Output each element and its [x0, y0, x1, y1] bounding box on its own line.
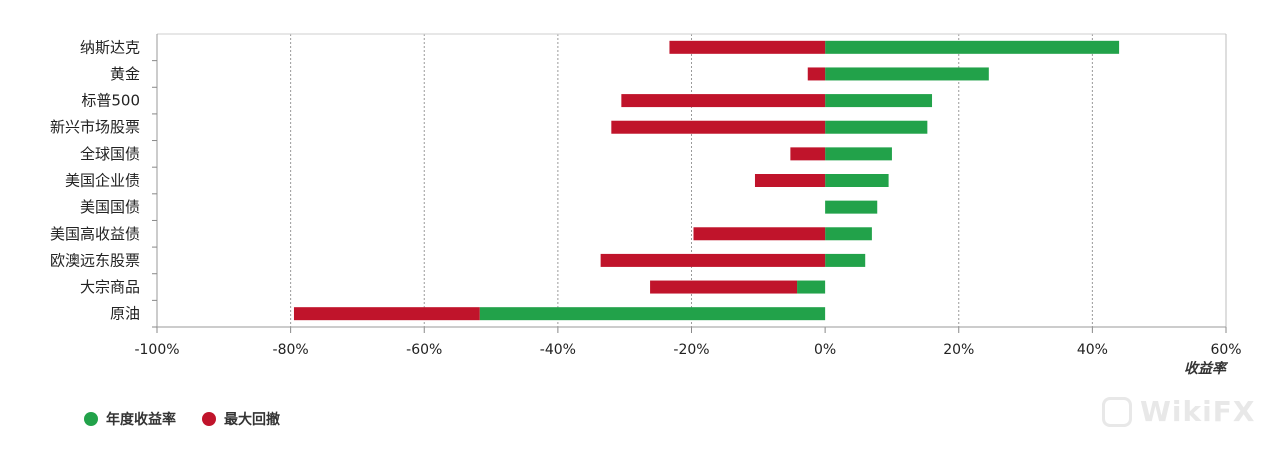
category-label: 全球国债 — [80, 145, 140, 163]
axes — [152, 33, 1227, 333]
bar-annual-return — [797, 280, 826, 294]
watermark-text: WikiFX — [1140, 395, 1256, 428]
bar-annual-return — [825, 94, 933, 108]
bar-max-drawdown — [650, 280, 798, 294]
category-label: 标普500 — [81, 92, 140, 110]
x-tick-label: -100% — [134, 342, 179, 358]
bar-annual-return — [825, 67, 989, 81]
bar-annual-return — [825, 227, 872, 241]
bar-annual-return — [825, 174, 889, 187]
bar-max-drawdown — [669, 40, 826, 54]
legend-swatch-max-drawdown — [202, 412, 216, 426]
bar-max-drawdown — [611, 120, 826, 134]
x-tick-label: 60% — [1210, 342, 1241, 358]
legend-label-annual-return: 年度收益率 — [106, 412, 176, 428]
bar-max-drawdown — [600, 253, 826, 267]
category-label: 原油 — [110, 305, 140, 323]
bar-max-drawdown — [807, 67, 826, 81]
bar-max-drawdown — [693, 227, 826, 241]
bar-annual-return — [825, 120, 928, 134]
bar-max-drawdown — [790, 147, 826, 161]
legend-item-annual-return[interactable]: 年度收益率 — [84, 409, 176, 429]
category-label: 黄金 — [110, 65, 140, 83]
category-label: 美国国债 — [80, 198, 140, 216]
bar-annual-return — [825, 147, 892, 161]
wikifx-logo-icon — [1102, 396, 1132, 427]
x-axis-title: 收益率 — [1184, 360, 1229, 377]
bar-annual-return — [825, 200, 878, 214]
x-tick-label: -60% — [406, 342, 442, 358]
legend-label-max-drawdown: 最大回撤 — [224, 412, 280, 428]
x-tick-label: -80% — [273, 342, 309, 358]
bar-max-drawdown — [754, 174, 826, 187]
watermark: WikiFX — [1102, 395, 1255, 428]
bar-max-drawdown — [293, 307, 480, 321]
tick-labels: -100% -80% -60% -40% -20% 0% 20% 40% 60% — [134, 342, 1241, 358]
x-tick-label: -20% — [673, 342, 709, 358]
category-label: 新兴市场股票 — [50, 118, 140, 136]
x-tick-label: 40% — [1077, 342, 1108, 358]
category-label: 纳斯达克 — [80, 38, 140, 56]
legend-item-max-drawdown[interactable]: 最大回撤 — [202, 409, 280, 429]
bar-annual-return — [479, 307, 826, 321]
category-label: 欧澳远东股票 — [50, 251, 140, 269]
legend: 年度收益率 最大回撤 — [84, 409, 280, 429]
bar-annual-return — [825, 253, 866, 267]
grid-lines — [290, 34, 1093, 327]
x-tick-label: 0% — [814, 342, 836, 358]
x-tick-label: 20% — [943, 342, 974, 358]
x-tick-label: -40% — [540, 342, 576, 358]
bars — [293, 40, 1120, 321]
legend-swatch-annual-return — [84, 412, 98, 426]
category-label: 美国高收益债 — [50, 225, 140, 243]
category-label: 大宗商品 — [80, 278, 140, 296]
category-label: 美国企业债 — [65, 172, 140, 190]
bar-max-drawdown — [621, 94, 826, 108]
bar-annual-return — [825, 40, 1120, 54]
